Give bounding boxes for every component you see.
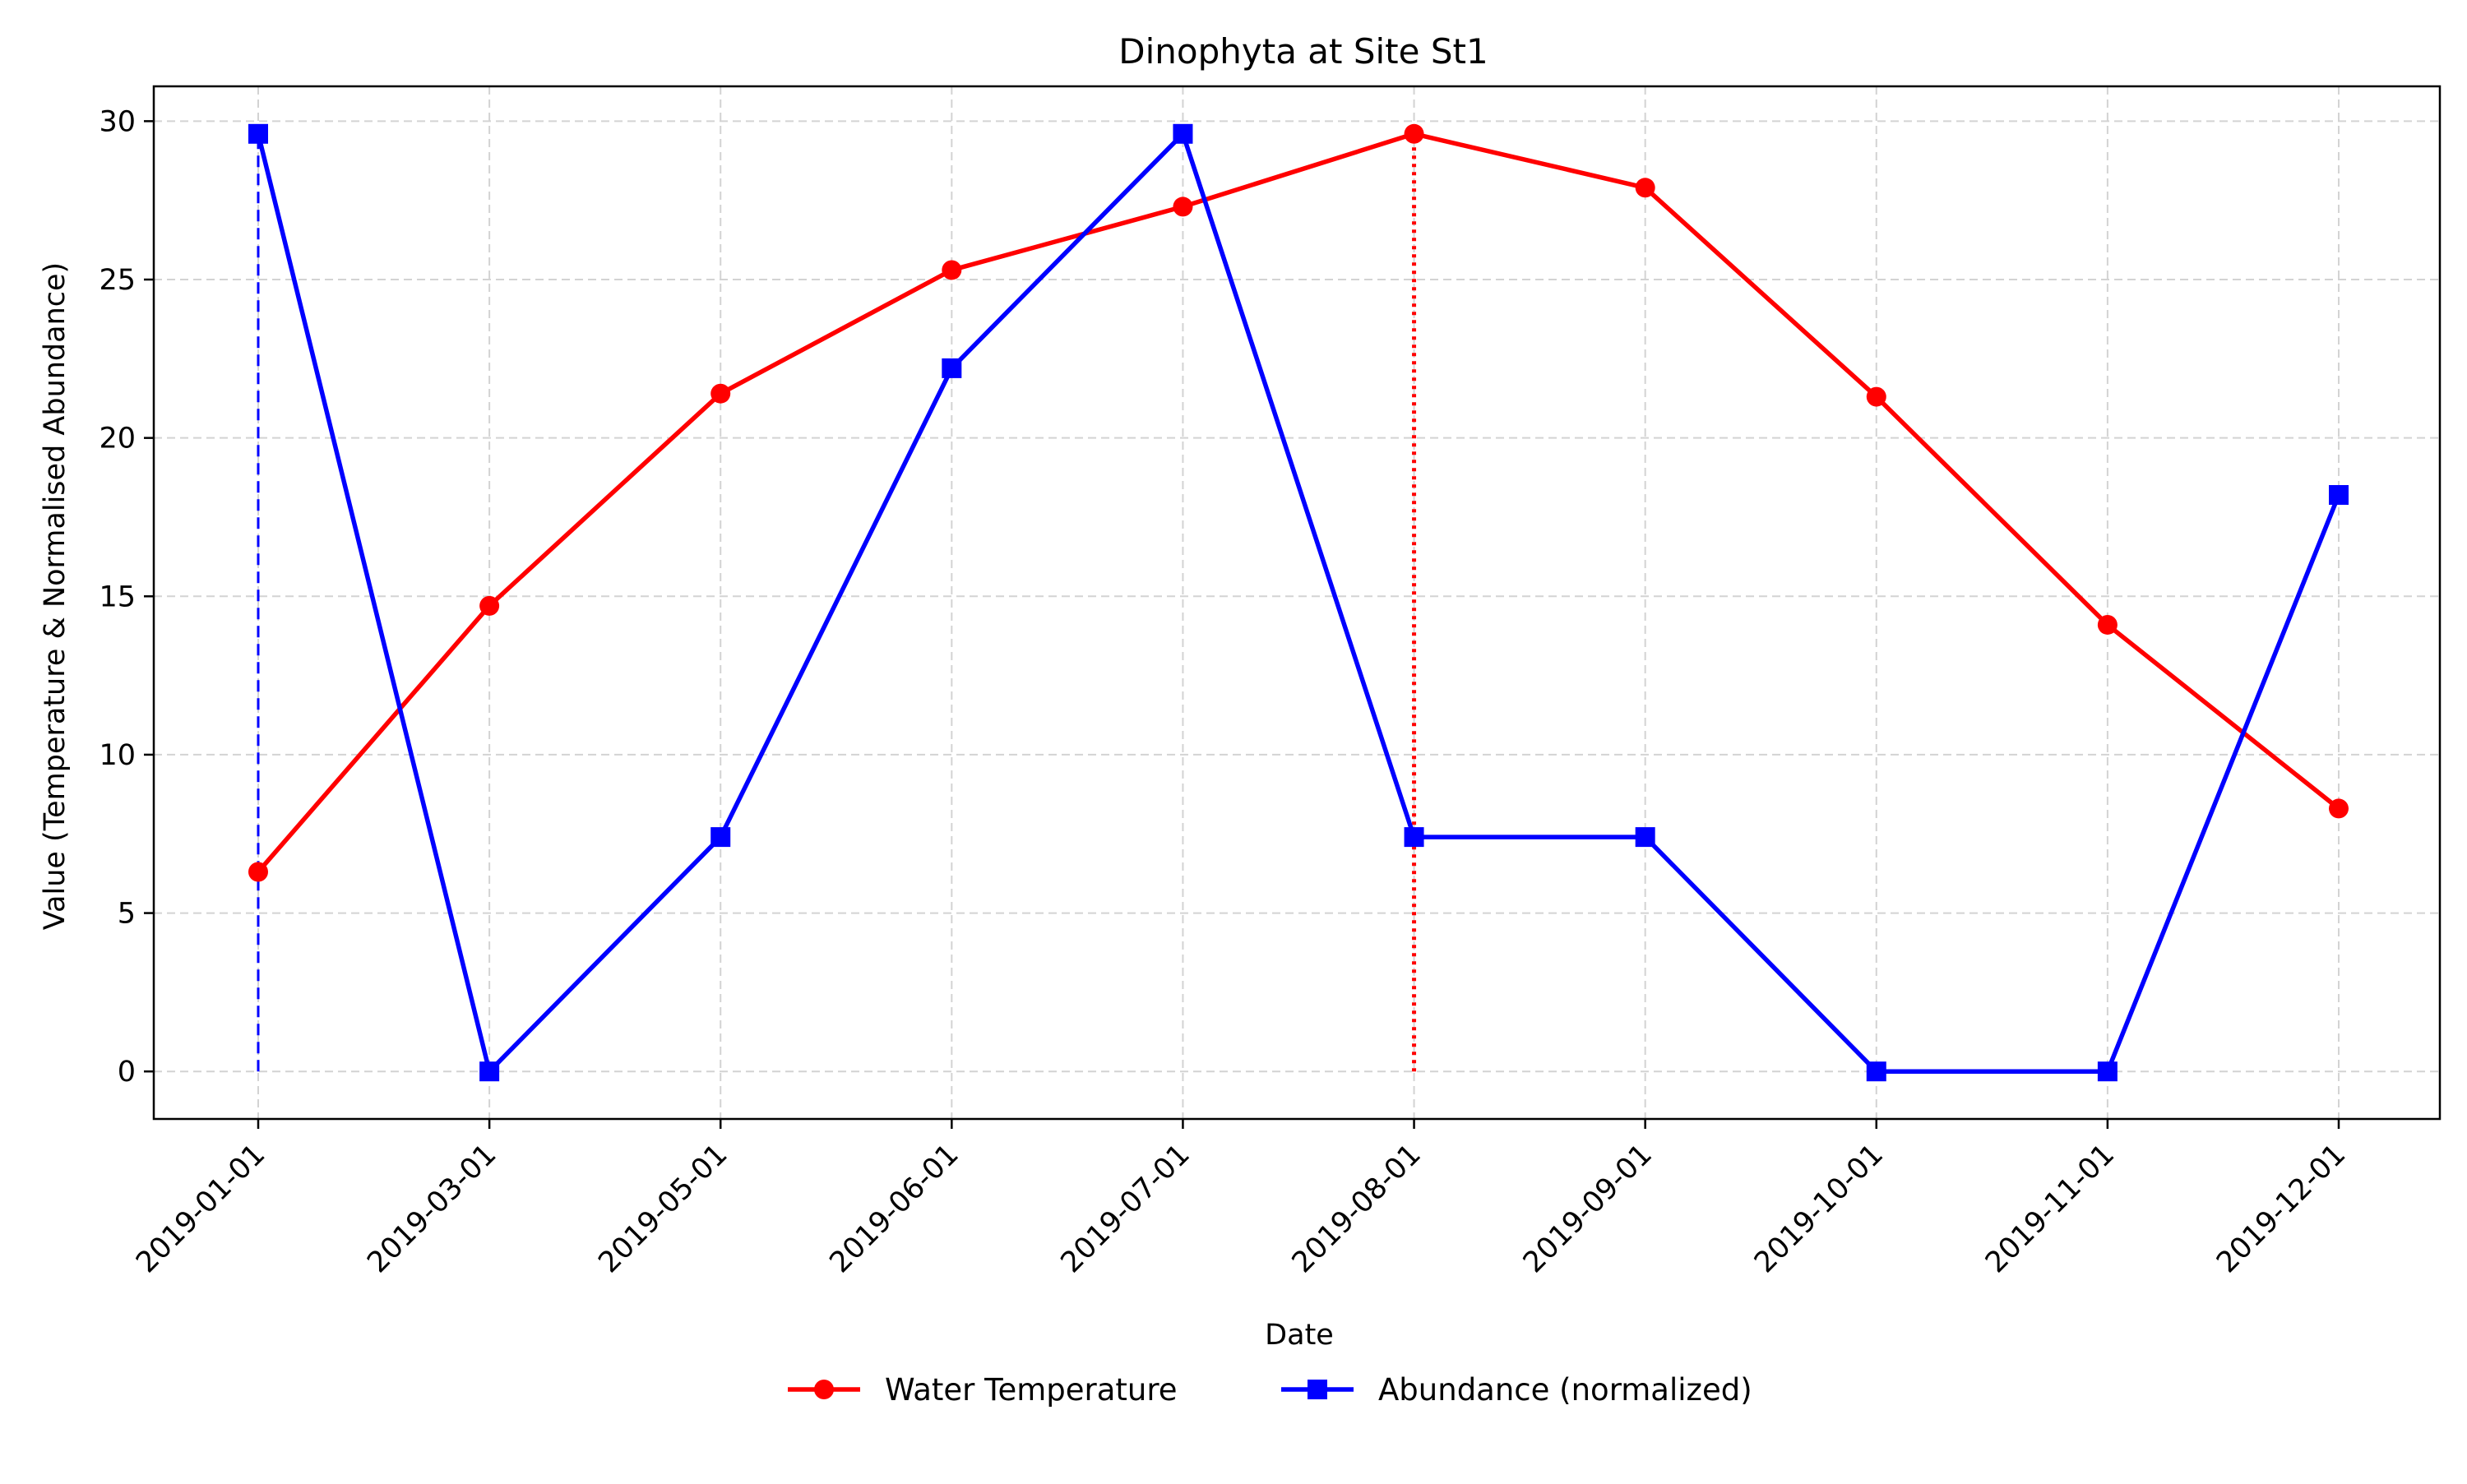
data-point-temperature <box>248 862 268 882</box>
y-tick-label: 0 <box>118 1056 136 1089</box>
legend: Water Temperature Abundance (normalized) <box>788 1372 1752 1408</box>
series-line-abundance <box>256 132 2341 1074</box>
data-point-temperature <box>710 383 731 404</box>
data-point-temperature <box>1173 196 1193 217</box>
data-point-temperature <box>1404 123 1424 144</box>
plot-frame <box>152 85 2442 1121</box>
y-tick-label: 10 <box>99 739 136 772</box>
y-tick-label: 15 <box>99 580 136 613</box>
data-point-abundance <box>1866 1061 1886 1082</box>
legend-marker-temperature <box>814 1380 834 1399</box>
y-tick-label: 20 <box>99 423 136 455</box>
data-point-abundance <box>1173 123 1193 144</box>
data-point-temperature <box>2329 798 2349 819</box>
data-point-abundance <box>2329 485 2349 506</box>
data-point-temperature <box>1866 386 1886 407</box>
y-tick-label: 5 <box>118 898 136 931</box>
data-point-abundance <box>479 1061 500 1082</box>
data-point-abundance <box>942 358 962 378</box>
data-point-temperature <box>942 260 962 280</box>
data-point-temperature <box>479 595 500 616</box>
legend-marker-abundance <box>1308 1380 1327 1399</box>
data-point-abundance <box>2097 1061 2118 1082</box>
y-tick-label: 25 <box>99 264 136 297</box>
data-point-abundance <box>710 827 731 848</box>
y-axis: 0 5 10 15 20 25 30 <box>99 105 154 1089</box>
data-point-abundance <box>1635 827 1655 848</box>
chart-title: Dinophyta at Site St1 <box>1118 31 1488 72</box>
reference-lines <box>257 133 1417 1072</box>
data-point-abundance <box>1404 827 1424 848</box>
series-line-temperature <box>256 132 2340 874</box>
x-axis-label: Date <box>1265 1319 1334 1352</box>
data-point-abundance <box>248 123 268 144</box>
y-axis-label: Value (Temperature & Normalised Abundanc… <box>39 262 72 930</box>
legend-label-temperature: Water Temperature <box>885 1372 1178 1408</box>
data-point-temperature <box>1635 178 1655 198</box>
y-tick-label: 30 <box>99 105 136 138</box>
legend-label-abundance: Abundance (normalized) <box>1378 1372 1752 1408</box>
data-point-temperature <box>2097 614 2118 635</box>
series-group <box>248 123 2349 1082</box>
